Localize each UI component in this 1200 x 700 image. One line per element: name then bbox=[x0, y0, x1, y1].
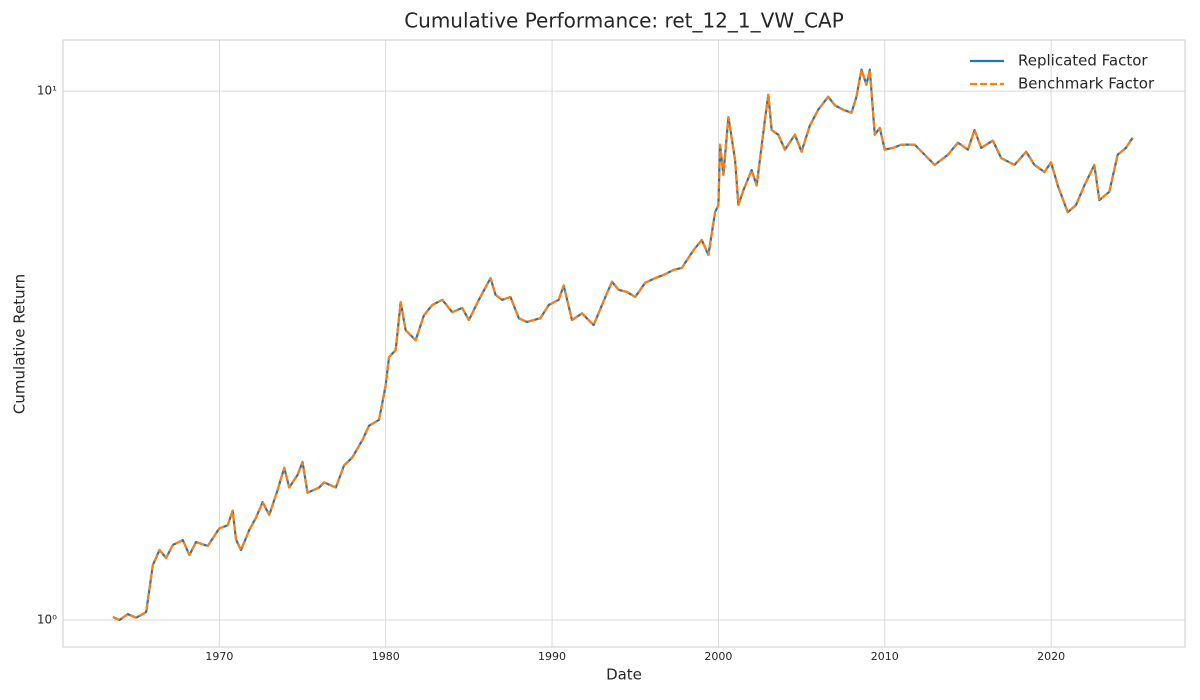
legend-label: Replicated Factor bbox=[1018, 52, 1148, 70]
legend-label: Benchmark Factor bbox=[1018, 75, 1155, 93]
x-axis-label: Date bbox=[606, 666, 642, 684]
y-tick-label: 10⁰ bbox=[37, 612, 57, 626]
data-line bbox=[112, 68, 1134, 622]
x-tick-label: 2010 bbox=[871, 650, 899, 663]
y-axis-label: Cumulative Return bbox=[11, 274, 29, 414]
x-tick-label: 1990 bbox=[538, 650, 566, 663]
chart-title: Cumulative Performance: ret_12_1_VW_CAP bbox=[404, 9, 844, 33]
x-tick-label: 2000 bbox=[704, 650, 732, 663]
x-tick-label: 1970 bbox=[205, 650, 233, 663]
x-tick-label: 2020 bbox=[1037, 650, 1065, 663]
y-tick-label: 10¹ bbox=[37, 84, 57, 98]
x-tick-label: 1980 bbox=[372, 650, 400, 663]
plot-frame bbox=[62, 39, 1186, 648]
